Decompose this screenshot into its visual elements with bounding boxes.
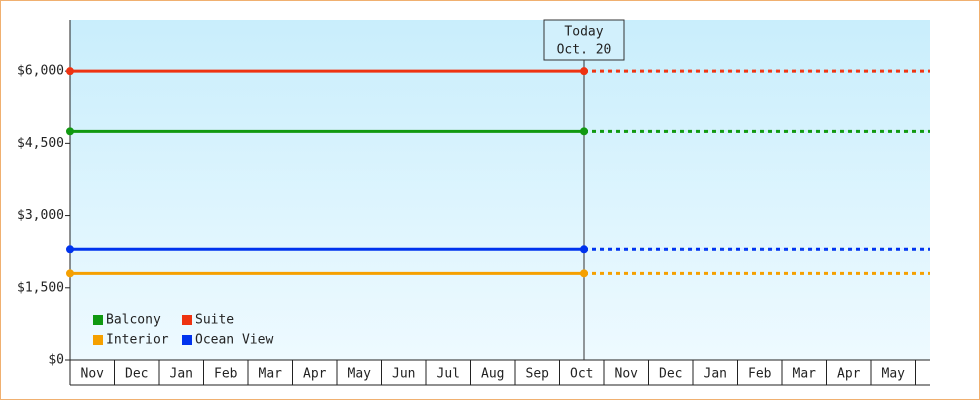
point [66,127,74,136]
point [580,269,588,278]
x-tick-label: Apr [303,367,327,382]
x-tick-label: May [348,367,372,382]
legend-label: Interior [106,333,169,348]
x-tick-label: Jul [437,367,460,382]
x-tick-label: Sep [526,367,550,382]
y-tick-label: $3,000 [17,208,64,223]
legend-swatch [93,315,103,325]
x-tick-label: Jan [170,367,193,382]
x-tick-label: Jan [704,367,727,382]
x-tick-label: Aug [481,367,504,382]
x-tick-label: Dec [125,367,148,382]
x-tick-label: Feb [214,367,238,382]
x-tick-label: Mar [793,367,817,382]
legend-swatch [93,335,103,345]
legend-swatch [182,335,192,345]
legend-label: Suite [195,313,234,328]
today-box [543,19,625,61]
x-tick-label: Jun [392,367,415,382]
today-title: Today [564,25,603,40]
x-tick-label: Dec [659,367,682,382]
point [580,127,588,136]
point [580,67,588,76]
today-date: Oct. 20 [557,43,612,58]
x-tick-label: Feb [748,367,772,382]
x-tick-label: Oct [570,367,593,382]
legend-label: Balcony [106,313,161,328]
legend-swatch [182,315,192,325]
x-tick-label: Apr [837,367,861,382]
x-tick-label: Nov [81,367,105,382]
point [66,245,74,254]
legend-label: Ocean View [195,333,273,348]
plot-area [70,20,930,360]
y-tick-label: $4,500 [17,136,64,151]
y-tick-label: $1,500 [17,280,64,295]
y-tick-label: $0 [48,353,64,368]
x-tick-label: Mar [259,367,283,382]
point [66,67,74,76]
point [66,269,74,278]
y-tick-label: $6,000 [17,64,64,79]
x-tick-label: Nov [615,367,639,382]
x-tick-label: May [882,367,906,382]
point [580,245,588,254]
